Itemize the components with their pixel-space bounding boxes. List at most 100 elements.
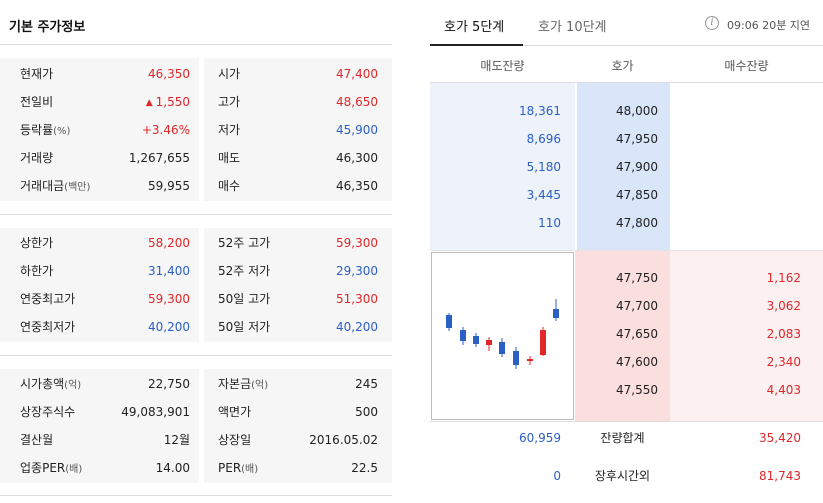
mini-candlestick-chart (431, 252, 574, 420)
info-label: 거래대금(백만) (20, 179, 91, 193)
info-label: 상장주식수 (20, 405, 76, 419)
info-value: 49,083,901 (121, 405, 190, 419)
info-label: 연중최저가 (20, 320, 76, 334)
bid-price[interactable]: 47,600 (616, 355, 658, 369)
info-value: 59,300 (148, 292, 190, 306)
info-value: 46,350 (148, 67, 190, 81)
bid-quantity: 1,162 (766, 271, 801, 285)
section-divider (0, 214, 392, 215)
info-label: 52주 고가 (218, 236, 271, 250)
info-value: 29,300 (336, 264, 378, 278)
bid-quantity: 2,340 (766, 355, 801, 369)
info-label: 현재가 (20, 67, 54, 81)
info-value: 46,350 (336, 179, 378, 193)
info-label: 업종PER(배) (20, 461, 83, 475)
info-value: 1,267,655 (128, 151, 190, 165)
info-value: 59,955 (148, 179, 190, 193)
info-label: 50일 저가 (218, 320, 271, 334)
ask-price[interactable]: 47,850 (616, 188, 658, 202)
ask-quantity: 110 (538, 216, 561, 230)
info-icon[interactable]: i (705, 16, 719, 30)
delay-notice: 09:06 20분 지연 (727, 19, 811, 32)
info-label: 거래량 (20, 151, 54, 165)
info-label: 결산월 (20, 433, 54, 447)
ask-price[interactable]: 47,900 (616, 160, 658, 174)
ask-price[interactable]: 48,000 (616, 104, 658, 118)
info-label: 매수 (218, 179, 241, 193)
total-label: 잔량합계 (600, 431, 645, 445)
header-sell-remaining: 매도잔량 (480, 59, 525, 73)
info-value: 14.00 (155, 461, 190, 475)
bid-price[interactable]: 47,750 (616, 271, 658, 285)
candlestick-chart-icon (446, 299, 559, 369)
bid-quantity-area (670, 251, 823, 421)
bid-price[interactable]: 47,550 (616, 383, 658, 397)
info-value: 500 (355, 405, 378, 419)
header-price: 호가 (611, 59, 634, 73)
info-value: ▲ 1,550 (145, 95, 190, 109)
info-label: 상장일 (218, 433, 252, 447)
up-arrow-icon: ▲ (145, 98, 153, 108)
bid-price[interactable]: 47,650 (616, 327, 658, 341)
total-sell-remaining: 60,959 (519, 431, 561, 445)
ask-quantity: 18,361 (519, 104, 561, 118)
info-label: 시가 (218, 67, 241, 81)
title-divider (0, 44, 392, 45)
info-label: 자본금(억) (218, 377, 269, 391)
info-value: 46,300 (336, 151, 378, 165)
info-value: 58,200 (148, 236, 190, 250)
header-divider (430, 82, 823, 83)
company-info-section (0, 369, 392, 483)
bid-quantity: 3,062 (766, 299, 801, 313)
bid-quantity: 2,083 (766, 327, 801, 341)
range-info-section (0, 228, 392, 342)
info-value: 2016.05.02 (309, 433, 378, 447)
after-hours-buy: 81,743 (759, 469, 801, 483)
info-value: 40,200 (148, 320, 190, 334)
info-value: 22,750 (148, 377, 190, 391)
tab-order-book-10[interactable]: 호가 10단계 (538, 20, 607, 35)
info-value: 51,300 (336, 292, 378, 306)
info-label: 연중최고가 (20, 292, 76, 306)
ask-price-area (577, 83, 670, 250)
info-label: 고가 (218, 95, 241, 109)
info-value: 12월 (163, 433, 190, 447)
info-value: 245 (355, 377, 378, 391)
info-label: 하한가 (20, 264, 54, 278)
ask-quantity-area (430, 83, 575, 250)
info-value: 48,650 (336, 95, 378, 109)
ask-quantity: 3,445 (526, 188, 561, 202)
active-tab-indicator (430, 44, 523, 46)
info-label: 전일비 (20, 95, 54, 109)
info-value: +3.46% (141, 123, 190, 137)
bid-price-area (575, 251, 670, 421)
header-buy-remaining: 매수잔량 (724, 59, 769, 73)
ask-price[interactable]: 47,800 (616, 216, 658, 230)
ask-price[interactable]: 47,950 (616, 132, 658, 146)
bid-price[interactable]: 47,700 (616, 299, 658, 313)
bid-quantity: 4,403 (766, 383, 801, 397)
ask-quantity: 8,696 (526, 132, 561, 146)
ask-quantity: 5,180 (526, 160, 561, 174)
after-hours-sell: 0 (553, 469, 561, 483)
info-value: 47,400 (336, 67, 378, 81)
info-value: 59,300 (336, 236, 378, 250)
section-divider (0, 355, 392, 356)
price-info-section (0, 58, 392, 201)
panel-title: 기본 주가정보 (9, 20, 86, 35)
basic-stock-info-panel: 기본 주가정보 현재가 46,350 시가 47,400 전일비 ▲ 1,550 고가 48,6… (0, 0, 392, 503)
info-value: 22.5 (351, 461, 378, 475)
info-label: 등락률(%) (20, 123, 71, 137)
total-buy-remaining: 35,420 (759, 431, 801, 445)
info-label: 시가총액(억) (20, 377, 82, 391)
tab-divider (430, 45, 823, 46)
order-book-panel: 호가 5단계 호가 10단계 i 09:06 20분 지연 매도잔량 호가 매수… (430, 0, 823, 503)
info-label: 매도 (218, 151, 241, 165)
tab-order-book-5[interactable]: 호가 5단계 (444, 20, 505, 35)
info-value: 40,200 (336, 320, 378, 334)
info-label: 액면가 (218, 405, 252, 419)
ask-bid-divider (430, 250, 823, 251)
info-label: 저가 (218, 123, 241, 137)
after-hours-label: 장후시간외 (594, 469, 651, 483)
info-label: PER(배) (218, 461, 259, 475)
